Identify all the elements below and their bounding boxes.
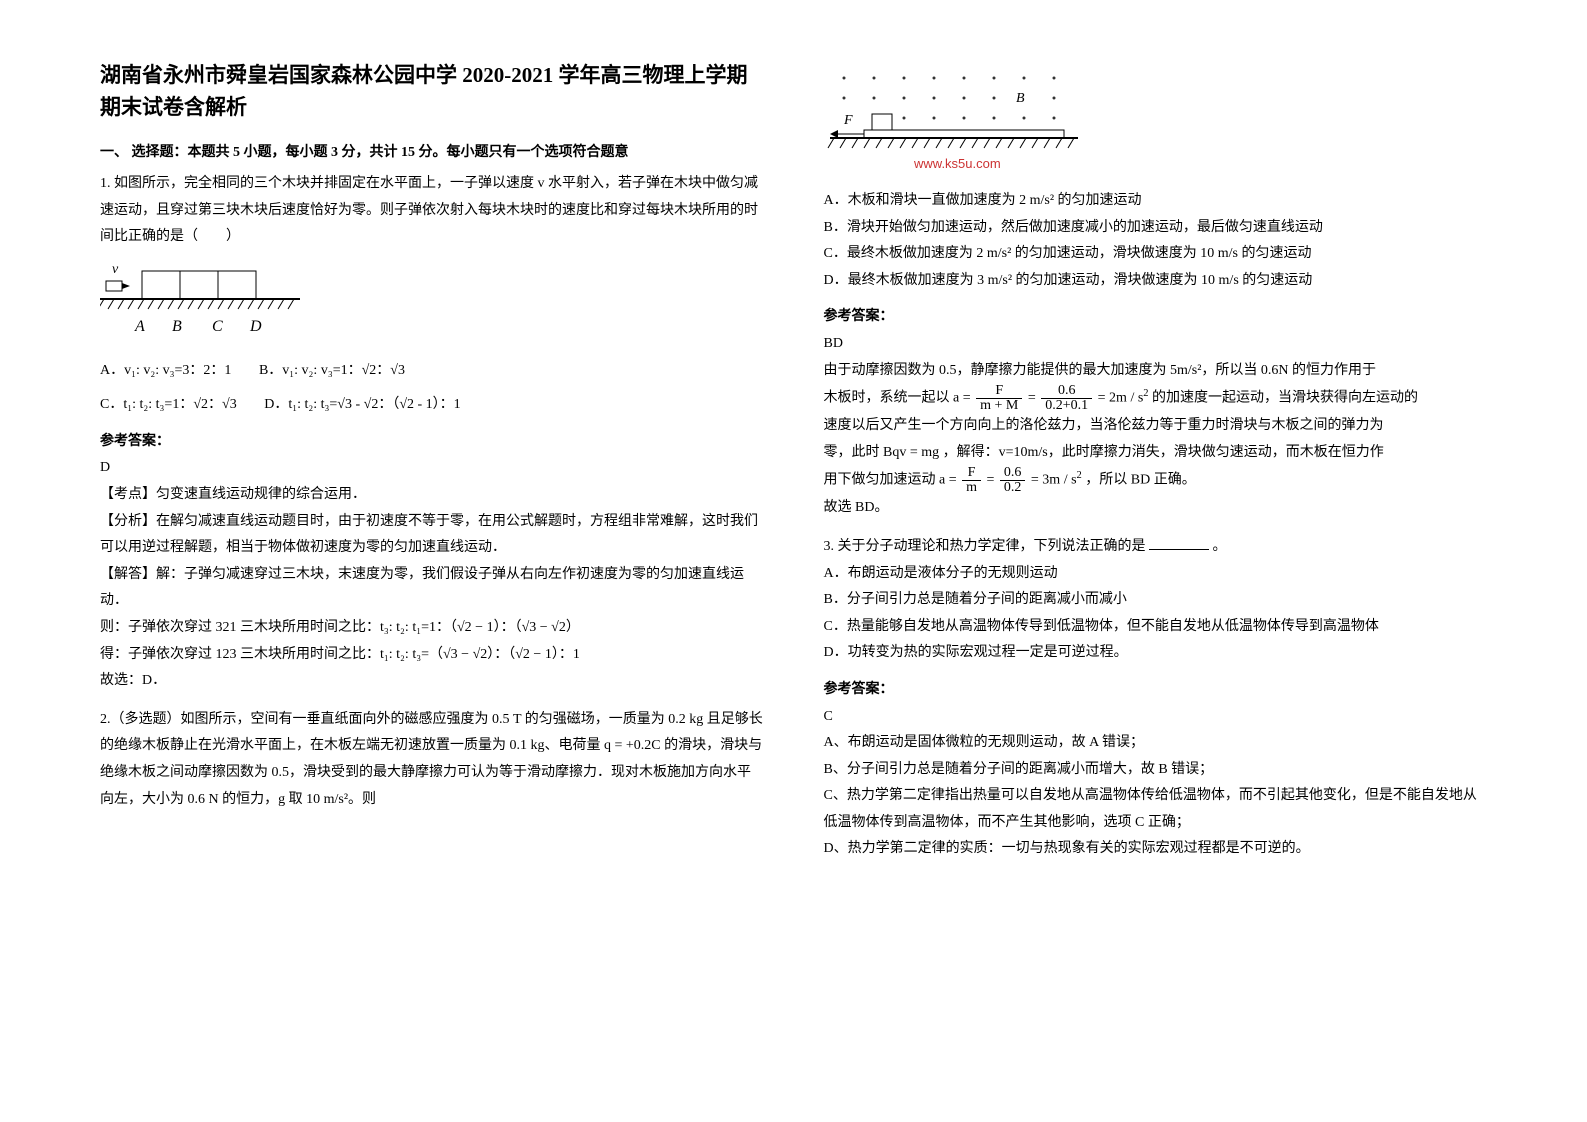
- q3-e2: B、分子间引力总是随着分子间的距离减小而增大，故 B 错误；: [824, 757, 1488, 784]
- q1-answer: 参考答案： D 【考点】匀变速直线运动规律的综合运用． 【分析】在解匀减速直线运…: [100, 429, 764, 695]
- svg-text:B: B: [172, 318, 182, 335]
- q1-fenxi: 【分析】在解匀减速直线运动题目时，由于初速度不等于零，在用公式解题时，方程组非常…: [100, 509, 764, 562]
- q2-expl2b: 的加速度一起运动，当滑块获得向左运动的: [1152, 391, 1418, 406]
- question-1: 1. 如图所示，完全相同的三个木块并排固定在水平面上，一子弹以速度 v 水平射入…: [100, 171, 764, 419]
- q2-opt-b: B．滑块开始做匀加速运动，然后做加速度减小的加速运动，最后做匀速直线运动: [824, 215, 1488, 242]
- q2-stem: 2.（多选题）如图所示，空间有一垂直纸面向外的磁感应强度为 0.5 T 的匀强磁…: [100, 707, 764, 813]
- doc-title: 湖南省永州市舜皇岩国家森林公园中学 2020-2021 学年高三物理上学期期末试…: [100, 60, 764, 123]
- svg-text:D: D: [249, 318, 262, 335]
- svg-text:v: v: [112, 262, 119, 277]
- q2-formula1: a = Fm + M = 0.60.2+0.1 = 2m / s2: [953, 384, 1149, 413]
- svg-text:B: B: [1016, 91, 1025, 106]
- q2-expl5b: ，所以 BD 正确。: [1085, 473, 1195, 488]
- q2-expl6: 故选 BD。: [824, 495, 1488, 522]
- q2-expl2a: 木板时，系统一起以: [824, 391, 950, 406]
- q1-options-2: C．t₁: t₂: t₃=1：√2：√3 D．t₁: t₂: t₃=√3 - √…: [100, 391, 764, 419]
- q3-opt-c: C．热量能够自发地从高温物体传导到低温物体，但不能自发地从低温物体传导到高温物体: [824, 614, 1488, 641]
- q1-kaodian: 【考点】匀变速直线运动规律的综合运用．: [100, 482, 764, 509]
- q1-jieda2: 则：子弹依次穿过 321 三木块所用时间之比：t₃: t₂: t₁=1：（√2 …: [100, 615, 764, 642]
- svg-text:A: A: [134, 318, 145, 335]
- q2-opt-d: D．最终木板做加速度为 3 m/s² 的匀加速运动，滑块做速度为 10 m/s …: [824, 268, 1488, 295]
- svg-text:www.ks5u.com: www.ks5u.com: [913, 156, 1001, 171]
- q1-jieda1: 【解答】解：子弹匀减速穿过三木块，末速度为零，我们假设子弹从右向左作初速度为零的…: [100, 562, 764, 615]
- question-2: 2.（多选题）如图所示，空间有一垂直纸面向外的磁感应强度为 0.5 T 的匀强磁…: [100, 707, 764, 813]
- q3-answer: 参考答案： C A、布朗运动是固体微粒的无规则运动，故 A 错误； B、分子间引…: [824, 677, 1488, 863]
- q2-expl4a: 零，此时: [824, 445, 880, 460]
- q3-stem: 3. 关于分子动理论和热力学定律，下列说法正确的是 。: [824, 534, 1488, 561]
- q2-expl4c: ，解得：v=10m/s，此时摩擦力消失，滑块做匀速运动，而木板在恒力作: [943, 445, 1384, 460]
- q1-ans: D: [100, 455, 764, 482]
- section-1-title: 一、 选择题：本题共 5 小题，每小题 3 分，共计 15 分。每小题只有一个选…: [100, 141, 764, 161]
- q3-e3: C、热力学第二定律指出热量可以自发地从高温物体传给低温物体，而不引起其他变化，但…: [824, 783, 1488, 836]
- q3-e1: A、布朗运动是固体微粒的无规则运动，故 A 错误；: [824, 730, 1488, 757]
- q3-stem-text: 3. 关于分子动理论和热力学定律，下列说法正确的是: [824, 539, 1146, 554]
- q3-opt-d: D．功转变为热的实际宏观过程一定是可逆过程。: [824, 640, 1488, 667]
- q1-stem: 1. 如图所示，完全相同的三个木块并排固定在水平面上，一子弹以速度 v 水平射入…: [100, 171, 764, 251]
- q1-opt-b: B．v₁: v₂: v₃=1：√2：√3: [259, 357, 405, 385]
- q1-opt-a: A．v₁: v₂: v₃=3：2：1: [100, 357, 231, 385]
- q2-expl4b: Bqv = mg: [883, 445, 939, 460]
- q2-figure: B F www.ks5u.com: [824, 68, 1084, 178]
- q3-blank: [1149, 549, 1209, 550]
- q2-expl5a: 用下做匀加速运动: [824, 473, 936, 488]
- q2-expl5-line: 用下做匀加速运动 a = Fm = 0.60.2 = 3m / s2 ，所以 B…: [824, 466, 1488, 495]
- q2-opt-c: C．最终木板做加速度为 2 m/s² 的匀加速运动，滑块做速度为 10 m/s …: [824, 241, 1488, 268]
- q1-jieda4: 故选：D．: [100, 668, 764, 695]
- q3-opt-b: B．分子间引力总是随着分子间的距离减小而减小: [824, 587, 1488, 614]
- q2-expl3: 速度以后又产生一个方向向上的洛伦兹力，当洛伦兹力等于重力时滑块与木板之间的弹力为: [824, 413, 1488, 440]
- q1-opt-d: D．t₁: t₂: t₃=√3 - √2：（√2 - 1）：1: [264, 391, 460, 419]
- q1-ans-label: 参考答案：: [100, 434, 170, 449]
- q2-formula2: a = Fm = 0.60.2 = 3m / s2: [939, 466, 1082, 495]
- q1-opt-c: C．t₁: t₂: t₃=1：√2：√3: [100, 391, 237, 419]
- svg-text:F: F: [843, 113, 853, 128]
- q1-jieda3: 得：子弹依次穿过 123 三木块所用时间之比：t₁: t₂: t₃=（√3 − …: [100, 642, 764, 669]
- q2-expl1: 由于动摩擦因数为 0.5，静摩擦力能提供的最大加速度为 5m/s²，所以当 0.…: [824, 358, 1488, 385]
- q1-options: A．v₁: v₂: v₃=3：2：1 B．v₁: v₂: v₃=1：√2：√3: [100, 357, 764, 385]
- q2-options-block: A．木板和滑块一直做加速度为 2 m/s² 的匀加速运动 B．滑块开始做匀加速运…: [824, 188, 1488, 294]
- q2-answer: 参考答案： BD 由于动摩擦因数为 0.5，静摩擦力能提供的最大加速度为 5m/…: [824, 304, 1488, 522]
- svg-text:C: C: [212, 318, 223, 335]
- left-column: 湖南省永州市舜皇岩国家森林公园中学 2020-2021 学年高三物理上学期期末试…: [100, 60, 764, 1062]
- q3-ans-label: 参考答案：: [824, 682, 894, 697]
- q1-figure: v A B C D: [100, 259, 300, 349]
- q2-expl4-line: 零，此时 Bqv = mg ，解得：v=10m/s，此时摩擦力消失，滑块做匀速运…: [824, 440, 1488, 467]
- q3-e4: D、热力学第二定律的实质：一切与热现象有关的实际宏观过程都是不可逆的。: [824, 836, 1488, 863]
- q2-ans-label: 参考答案：: [824, 309, 894, 324]
- q2-ans: BD: [824, 331, 1488, 358]
- q2-opt-a: A．木板和滑块一直做加速度为 2 m/s² 的匀加速运动: [824, 188, 1488, 215]
- right-column: B F www.ks5u.com A．木板和滑块一直做加速度为 2 m/s² 的…: [824, 60, 1488, 1062]
- q3-opt-a: A．布朗运动是液体分子的无规则运动: [824, 561, 1488, 588]
- q3-stem-end: 。: [1213, 539, 1227, 554]
- q2-expl2-line: 木板时，系统一起以 a = Fm + M = 0.60.2+0.1 = 2m /…: [824, 384, 1488, 413]
- question-3: 3. 关于分子动理论和热力学定律，下列说法正确的是 。 A．布朗运动是液体分子的…: [824, 534, 1488, 667]
- q3-ans: C: [824, 704, 1488, 731]
